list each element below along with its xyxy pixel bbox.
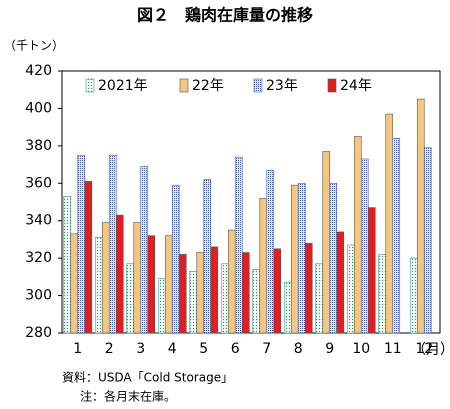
- x-unit: （月）: [412, 342, 450, 358]
- bar: [259, 197, 268, 334]
- legend-label: 2021年: [98, 78, 148, 94]
- legend-label: 23年: [266, 78, 298, 94]
- bar: [297, 182, 306, 334]
- bar: [84, 181, 93, 334]
- y-unit: （千トン）: [4, 39, 64, 53]
- y-tick-label: 360: [25, 175, 52, 191]
- bar: [101, 222, 110, 334]
- x-tick-label: 5: [199, 341, 208, 357]
- bar: [63, 196, 72, 334]
- x-tick-label: 9: [325, 341, 334, 357]
- x-tick-label: 3: [136, 341, 145, 357]
- bar: [171, 184, 180, 334]
- legend-swatch: [327, 78, 337, 93]
- bar: [115, 214, 124, 334]
- bar: [409, 257, 418, 334]
- bar: [189, 270, 198, 334]
- note: 注：各月末在庫。: [80, 389, 176, 404]
- legend-label: 24年: [340, 78, 372, 94]
- bar: [315, 263, 324, 334]
- bar: [77, 154, 86, 334]
- legend-swatch: [253, 78, 263, 93]
- bar: [70, 233, 79, 334]
- bar: [210, 246, 219, 334]
- x-tick-label: 2: [105, 341, 114, 357]
- y-tick-label: 280: [25, 325, 52, 341]
- bar: [353, 136, 362, 334]
- bar: [108, 154, 117, 334]
- x-tick-label: 8: [294, 341, 303, 357]
- bar: [126, 263, 135, 334]
- bar: [329, 182, 338, 334]
- bar: [360, 158, 369, 334]
- y-tick-label: 420: [25, 63, 52, 79]
- legend-box: [80, 75, 402, 97]
- y-tick-label: 380: [25, 138, 52, 154]
- bar: [178, 254, 187, 334]
- legend-swatch: [85, 78, 95, 93]
- bar: [290, 184, 299, 334]
- x-tick-label: 4: [168, 341, 177, 357]
- bar: [196, 252, 205, 334]
- bar: [133, 222, 142, 334]
- bar: [423, 147, 432, 334]
- bar: [234, 156, 243, 334]
- x-tick-label: 11: [384, 341, 402, 357]
- plot-frame: [61, 70, 441, 334]
- bar: [147, 235, 156, 334]
- y-tick-label: 300: [25, 288, 52, 304]
- bar: [252, 269, 261, 334]
- legend-label: 22年: [192, 78, 224, 94]
- y-tick-label: 320: [25, 250, 52, 266]
- bar: [94, 237, 103, 334]
- bar: [140, 166, 149, 334]
- bar: [392, 138, 401, 334]
- legend-swatch: [179, 78, 189, 93]
- bar: [203, 179, 212, 334]
- bar: [322, 151, 331, 334]
- chart-title: 図２ 鶏肉在庫量の推移: [137, 6, 313, 25]
- source: 資料：USDA「Cold Storage」: [62, 371, 233, 385]
- bar: [378, 254, 387, 334]
- bar: [220, 263, 229, 334]
- y-tick-label: 340: [25, 213, 52, 229]
- x-tick-label: 6: [231, 341, 240, 357]
- bar: [346, 244, 355, 334]
- bar: [241, 252, 250, 334]
- bar: [416, 98, 425, 334]
- bar: [273, 248, 282, 334]
- bar: [157, 278, 166, 334]
- bar: [164, 235, 173, 334]
- x-tick-label: 1: [73, 341, 82, 357]
- x-tick-label: 10: [352, 341, 370, 357]
- x-tick-label: 12: [415, 341, 433, 357]
- bar: [266, 169, 275, 334]
- bar: [385, 113, 394, 334]
- bar: [367, 207, 376, 334]
- bar: [227, 229, 236, 334]
- x-tick-label: 7: [262, 341, 271, 357]
- bar: [283, 282, 292, 334]
- bar: [336, 231, 345, 334]
- y-tick-label: 400: [25, 100, 52, 116]
- bar: [304, 242, 313, 334]
